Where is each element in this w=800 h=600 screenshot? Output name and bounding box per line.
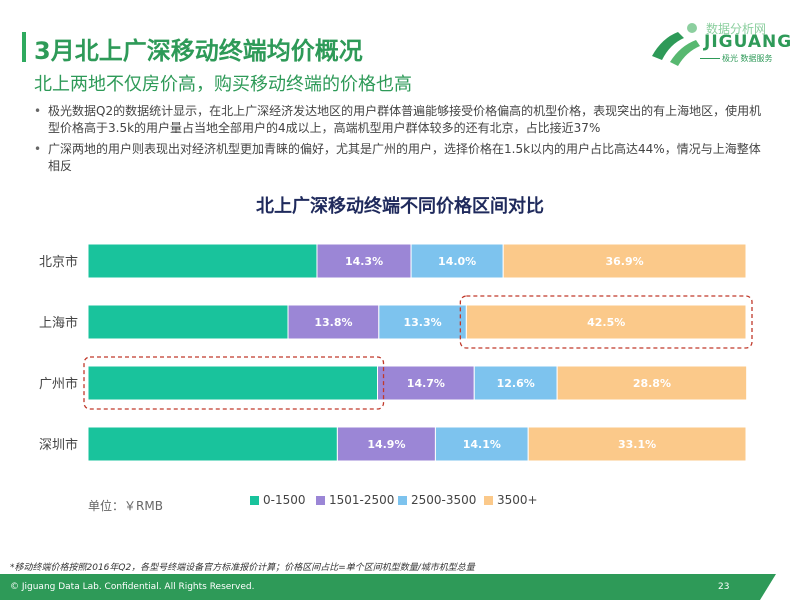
category-label: 深圳市: [39, 437, 78, 453]
bar-segment: [336, 426, 436, 462]
chart-title: 北上广深移动终端不同价格区间对比: [256, 196, 544, 217]
legend-label: 2500-3500: [411, 493, 476, 507]
page-subtitle: 北上两地不仅房价高，购买移动终端的价格也高: [34, 74, 412, 95]
copyright-text: © Jiguang Data Lab. Confidential. All Ri…: [10, 582, 255, 592]
data-label: 36.9%: [606, 255, 644, 268]
bullet-item: 广深两地的用户则表现出对经济机型更加青睐的偏好，尤其是广州的用户，选择价格在1.…: [32, 141, 767, 175]
data-label: 28.8%: [633, 377, 671, 390]
bar-segment: [410, 243, 504, 279]
highlight-box: [459, 295, 753, 349]
legend-swatch: [250, 496, 259, 505]
data-label: 42.5%: [587, 316, 625, 329]
legend-swatch: [316, 496, 325, 505]
legend-label: 3500+: [497, 493, 538, 507]
bar-segment: [87, 426, 338, 462]
footer: © Jiguang Data Lab. Confidential. All Ri…: [0, 574, 800, 600]
footer-band-tip: [760, 574, 776, 600]
title-accent-bar: [22, 32, 26, 62]
stacked-bar-chart: 北京市 14.3% 14.0% 36.9% 上海市 13.8% 13.3% 42.5% 广州市 1…: [39, 243, 753, 507]
category-label: 上海市: [39, 315, 78, 331]
page-title: 3月北上广深移动终端均价概况: [34, 37, 363, 65]
page-number: 23: [718, 582, 730, 592]
logo-top-text: 数据分析网: [706, 22, 767, 36]
bar-segment: [556, 365, 748, 401]
logo-brand: JIGUANG: [704, 32, 793, 52]
data-label: 13.8%: [314, 316, 352, 329]
bar-segment: [316, 243, 412, 279]
data-label: 33.1%: [618, 438, 656, 451]
bar-segment: [465, 304, 747, 340]
bullet-item: 极光数据Q2的数据统计显示，在北上广深经济发达地区的用户群体普遍能够接受价格偏高…: [32, 103, 767, 137]
footnote: *移动终端价格按照2016年Q2，各型号终端设备官方标准报价计算；价格区间占比=…: [10, 563, 475, 573]
legend-swatch: [484, 496, 493, 505]
unit-label: 单位：￥RMB: [88, 499, 163, 513]
jiguang-logo-icon: [652, 23, 700, 66]
bullet-list: 极光数据Q2的数据统计显示，在北上广深经济发达地区的用户群体普遍能够接受价格偏高…: [32, 103, 767, 179]
data-label: 12.6%: [497, 377, 535, 390]
data-label: 13.3%: [404, 316, 442, 329]
data-label: 14.9%: [367, 438, 405, 451]
category-label: 北京市: [39, 254, 78, 270]
data-label: 14.1%: [463, 438, 501, 451]
legend-swatch: [398, 496, 407, 505]
data-label: 14.3%: [345, 255, 383, 268]
footer-band: [0, 574, 760, 600]
data-label: 14.0%: [438, 255, 476, 268]
bar-segment: [87, 365, 379, 401]
logo-divider: [700, 58, 720, 59]
bar-segment: [502, 243, 747, 279]
logo-sub-text: 极光 数据服务: [722, 54, 773, 63]
category-label: 广州市: [39, 376, 78, 392]
data-label: 14.7%: [407, 377, 445, 390]
bar-segment: [87, 243, 318, 279]
legend-label: 0-1500: [263, 493, 306, 507]
bar-segment: [527, 426, 747, 462]
highlight-box: [83, 356, 385, 410]
bar-segment: [378, 304, 467, 340]
bar-segment: [473, 365, 558, 401]
bar-segment: [87, 304, 289, 340]
legend-label: 1501-2500: [329, 493, 394, 507]
